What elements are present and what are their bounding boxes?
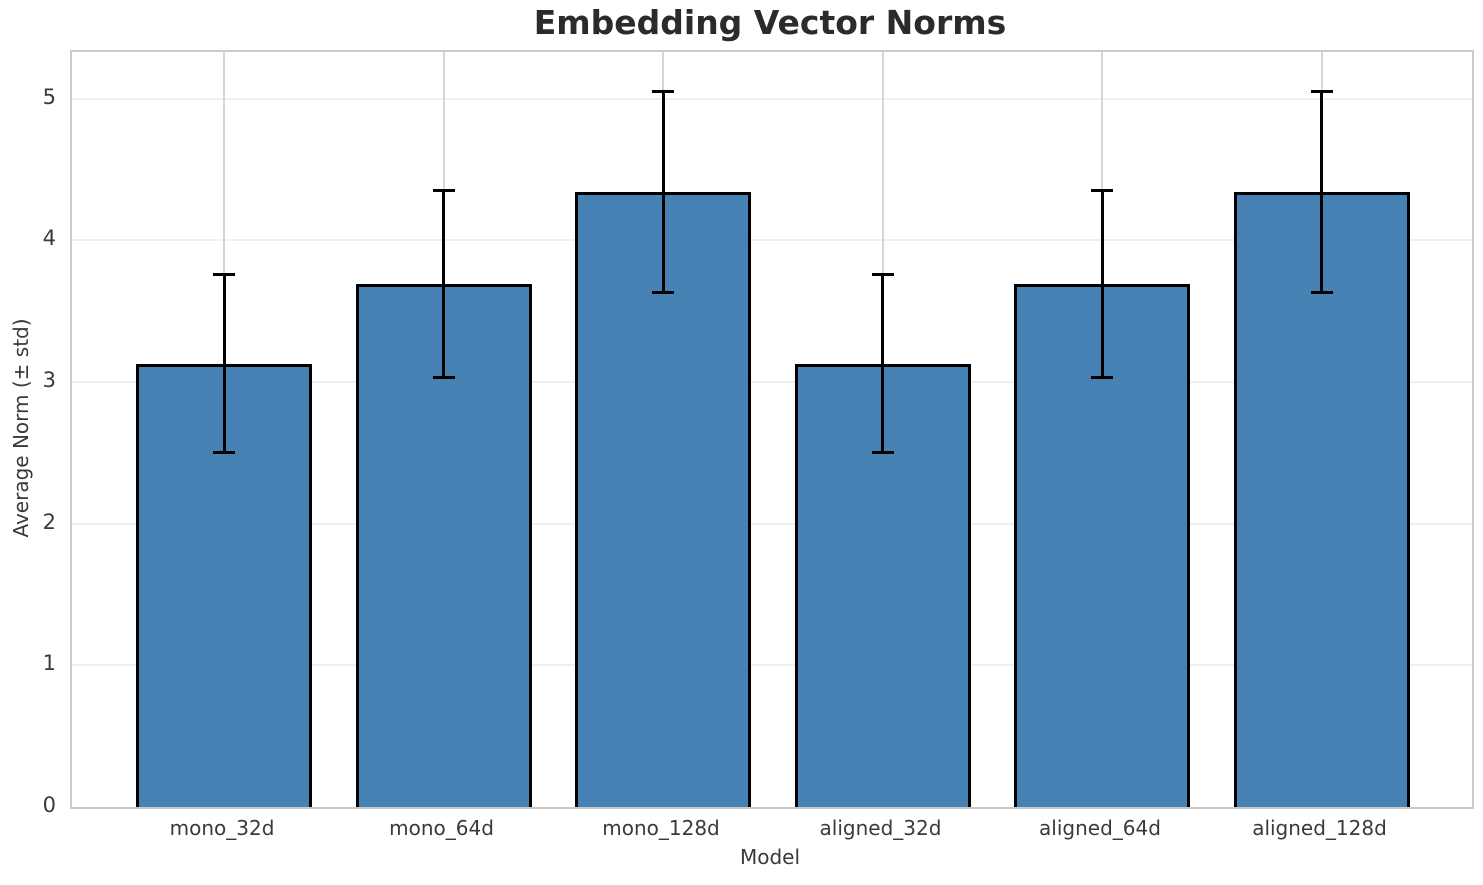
errorbar-line-mono_128d — [661, 91, 665, 293]
errorbar-line-aligned_128d — [1320, 91, 1323, 293]
errorbar-cap-bottom-aligned_32d — [871, 451, 894, 455]
ytick-label-1: 1 — [42, 651, 56, 676]
errorbar-cap-bottom-mono_32d — [213, 451, 235, 455]
gridline-y-2 — [72, 522, 1472, 525]
errorbar-line-aligned_64d — [1100, 190, 1104, 378]
ytick-label-0: 0 — [42, 793, 56, 817]
errorbar-cap-bottom-aligned_128d — [1310, 291, 1333, 295]
errorbar-cap-top-mono_32d — [213, 272, 235, 276]
ytick-label-3: 3 — [42, 368, 56, 393]
gridline-y-4 — [72, 239, 1472, 242]
plot-area — [70, 50, 1474, 809]
errorbar-cap-top-mono_128d — [652, 90, 674, 94]
xtick-label-aligned_128d: aligned_128d — [1252, 816, 1387, 840]
xtick-label-aligned_64d: aligned_64d — [1039, 816, 1161, 840]
errorbar-cap-bottom-mono_128d — [652, 291, 674, 295]
x-axis-label: Model — [739, 845, 801, 869]
errorbar-cap-top-aligned_128d — [1310, 90, 1333, 94]
gridline-y-3 — [72, 381, 1472, 384]
ytick-label-2: 2 — [42, 509, 56, 534]
y-axis-label: Average Norm (± std) — [9, 318, 33, 538]
xtick-label-mono_32d: mono_32d — [169, 816, 275, 840]
xtick-label-mono_128d: mono_128d — [602, 816, 720, 840]
chart-title: Embedding Vector Norms — [533, 3, 1007, 42]
errorbar-cap-top-mono_64d — [432, 189, 455, 193]
gridline-y-5 — [72, 97, 1472, 100]
xtick-label-mono_64d: mono_64d — [389, 816, 494, 840]
errorbar-line-mono_32d — [222, 274, 226, 453]
errorbar-cap-top-aligned_64d — [1091, 189, 1113, 193]
xtick-label-aligned_32d: aligned_32d — [819, 816, 942, 840]
gridline-y-1 — [72, 664, 1472, 667]
bar-aligned_128d — [1233, 192, 1410, 807]
errorbar-cap-bottom-mono_64d — [432, 376, 455, 380]
errorbar-cap-bottom-aligned_64d — [1091, 376, 1113, 380]
errorbar-line-aligned_32d — [881, 274, 884, 453]
ytick-label-5: 5 — [42, 84, 56, 109]
bar-mono_128d — [575, 192, 751, 807]
errorbar-cap-top-aligned_32d — [871, 272, 894, 276]
ytick-label-4: 4 — [42, 226, 56, 251]
errorbar-line-mono_64d — [442, 190, 445, 378]
